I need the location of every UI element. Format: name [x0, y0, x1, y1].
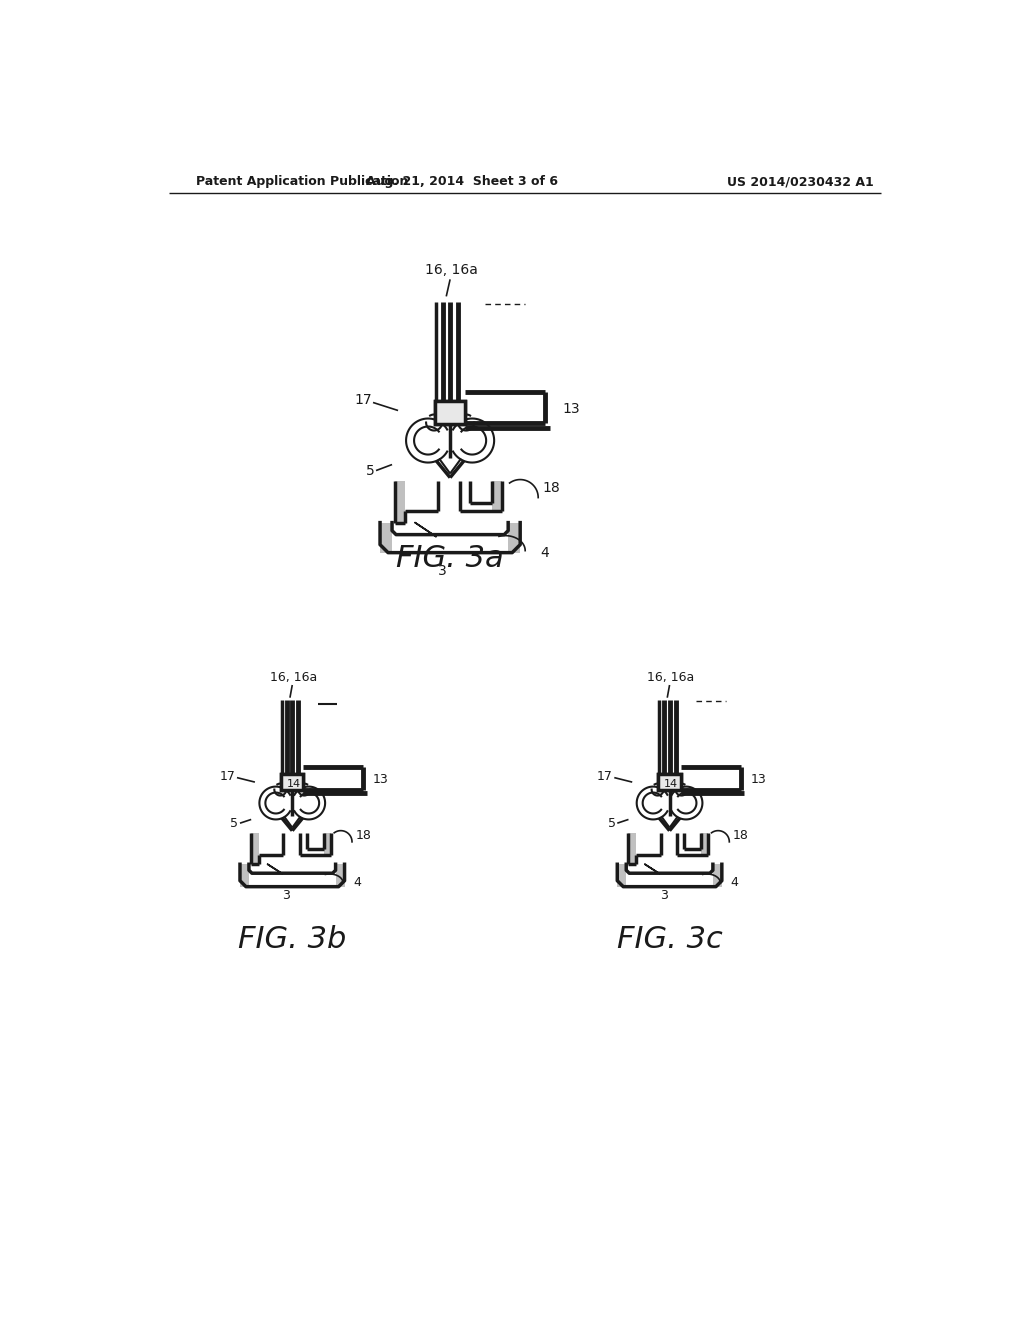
Text: FIG. 3a: FIG. 3a [396, 544, 504, 573]
Text: 4: 4 [731, 876, 738, 890]
Bar [435, 401, 465, 424]
Text: 18: 18 [733, 829, 749, 842]
Bar [508, 523, 520, 553]
Text: FIG. 3c: FIG. 3c [616, 925, 723, 954]
Text: 4: 4 [353, 876, 361, 890]
Bar [336, 865, 344, 887]
Bar [281, 774, 303, 791]
Text: 16, 16a: 16, 16a [425, 264, 478, 277]
Bar [617, 865, 627, 887]
Text: 13: 13 [562, 403, 580, 417]
Text: 5: 5 [230, 817, 239, 830]
Bar [436, 403, 464, 422]
Bar [658, 774, 681, 791]
Text: Aug. 21, 2014  Sheet 3 of 6: Aug. 21, 2014 Sheet 3 of 6 [366, 176, 558, 187]
Bar [395, 480, 406, 523]
Text: US 2014/0230432 A1: US 2014/0230432 A1 [727, 176, 873, 187]
Text: FIG. 3b: FIG. 3b [238, 925, 346, 954]
Text: 13: 13 [751, 774, 766, 787]
Text: 3: 3 [437, 564, 446, 578]
Text: 18: 18 [542, 480, 560, 495]
Text: 17: 17 [219, 770, 236, 783]
Bar [240, 865, 249, 887]
Text: 18: 18 [355, 829, 372, 842]
Bar [658, 774, 681, 791]
Bar [251, 833, 259, 865]
Text: 3: 3 [659, 890, 668, 902]
Bar [659, 775, 680, 789]
Bar [435, 401, 465, 424]
Text: Patent Application Publication: Patent Application Publication [196, 176, 409, 187]
Text: 4: 4 [541, 545, 549, 560]
Bar [282, 775, 302, 789]
Bar [713, 865, 722, 887]
Bar [629, 833, 636, 865]
Text: 16, 16a: 16, 16a [647, 671, 694, 684]
Text: 5: 5 [608, 817, 615, 830]
Bar [380, 523, 392, 553]
Text: 14: 14 [664, 779, 678, 788]
Text: 17: 17 [354, 393, 372, 408]
Bar [281, 774, 303, 791]
Text: 17: 17 [597, 770, 612, 783]
Text: 5: 5 [367, 463, 375, 478]
Text: 14: 14 [287, 779, 301, 788]
Bar [493, 480, 502, 511]
Text: 13: 13 [373, 774, 389, 787]
Text: 3: 3 [283, 890, 290, 902]
Bar [324, 833, 331, 855]
Bar [701, 833, 709, 855]
Text: 16, 16a: 16, 16a [270, 671, 317, 684]
